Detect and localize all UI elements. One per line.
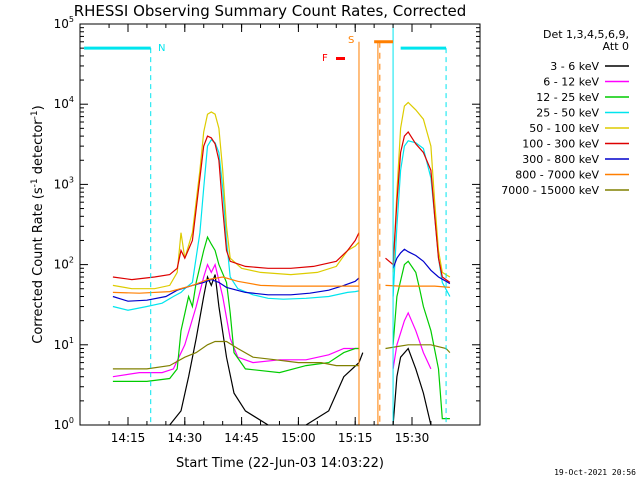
generated-timestamp: 19-Oct-2021 20:56 <box>554 468 636 477</box>
legend-label-8: 800 - 7000 keV <box>515 169 599 182</box>
legend-label-4: 25 - 50 keV <box>536 107 599 120</box>
series-line-4-segment-1 <box>112 138 360 311</box>
saa-label: S <box>348 35 354 46</box>
y-tick-label-5: 104 <box>54 95 74 111</box>
x-tick-label-3: 14:45 <box>224 431 259 445</box>
flare-marker <box>336 57 345 60</box>
series-line-3-segment-1 <box>112 235 359 382</box>
series-line-6-segment-2 <box>385 131 451 283</box>
legend-label-6: 100 - 300 keV <box>522 138 599 151</box>
x-tick-label-5: 15:15 <box>338 431 373 445</box>
y-tick-label-1: 100 <box>54 416 74 432</box>
y-axis-label: Corrected Count Rate (s-1 detector-1) <box>30 105 46 343</box>
series-line-5-segment-2 <box>392 101 451 278</box>
series-line-7-segment-1 <box>112 277 360 302</box>
legend-header-line-2: Att 0 <box>603 40 629 53</box>
y-tick-label-4: 103 <box>54 175 74 191</box>
series-line-8-segment-1 <box>112 276 359 294</box>
series-group <box>112 101 451 425</box>
x-tick-label-6: 15:30 <box>395 431 430 445</box>
series-line-1-segment-3 <box>392 347 432 425</box>
x-axis-label: Start Time (22-Jun-03 14:03:22) <box>176 456 384 471</box>
plot-frame <box>79 23 481 426</box>
legend-label-1: 3 - 6 keV <box>550 60 599 73</box>
series-line-7-segment-2 <box>392 248 451 285</box>
legend-label-3: 12 - 25 keV <box>536 91 599 104</box>
series-line-2-segment-1 <box>112 262 359 378</box>
chart-title: RHESSI Observing Summary Count Rates, Co… <box>73 2 467 20</box>
y-tick-label-3: 102 <box>54 256 74 272</box>
series-line-3-segment-2 <box>392 260 450 420</box>
legend-label-9: 7000 - 15000 keV <box>501 184 599 197</box>
series-line-5-segment-1 <box>112 111 360 290</box>
series-line-1-segment-2 <box>305 352 364 425</box>
night-label: N <box>158 43 165 54</box>
legend-header-line-1: Det 1,3,4,5,6,9, <box>543 28 629 41</box>
legend-label-2: 6 - 12 keV <box>543 76 599 89</box>
axes-group: N S F 14:15 14:30 14:45 15:00 15:15 15:30 100 101 1… <box>54 15 480 445</box>
series-line-6-segment-1 <box>112 135 360 281</box>
series-line-9-segment-1 <box>112 340 359 370</box>
x-tick-label-4: 15:00 <box>281 431 316 445</box>
series-line-8-segment-2 <box>385 284 450 288</box>
y-tick-label-6: 105 <box>54 15 74 31</box>
series-line-9-segment-2 <box>385 344 451 354</box>
annotation-group <box>84 24 447 425</box>
legend-label-7: 300 - 800 keV <box>522 153 599 166</box>
x-tick-label-1: 14:15 <box>111 431 146 445</box>
legend: Det 1,3,4,5,6,9,Att 0 3 - 6 keV 6 - 12 keV… <box>501 28 629 197</box>
series-line-2-segment-2 <box>392 311 432 370</box>
flare-label: F <box>322 53 328 64</box>
series-line-1-segment-1 <box>169 274 269 425</box>
legend-label-5: 50 - 100 keV <box>529 122 599 135</box>
x-tick-label-2: 14:30 <box>168 431 203 445</box>
y-tick-label-2: 101 <box>54 336 74 352</box>
